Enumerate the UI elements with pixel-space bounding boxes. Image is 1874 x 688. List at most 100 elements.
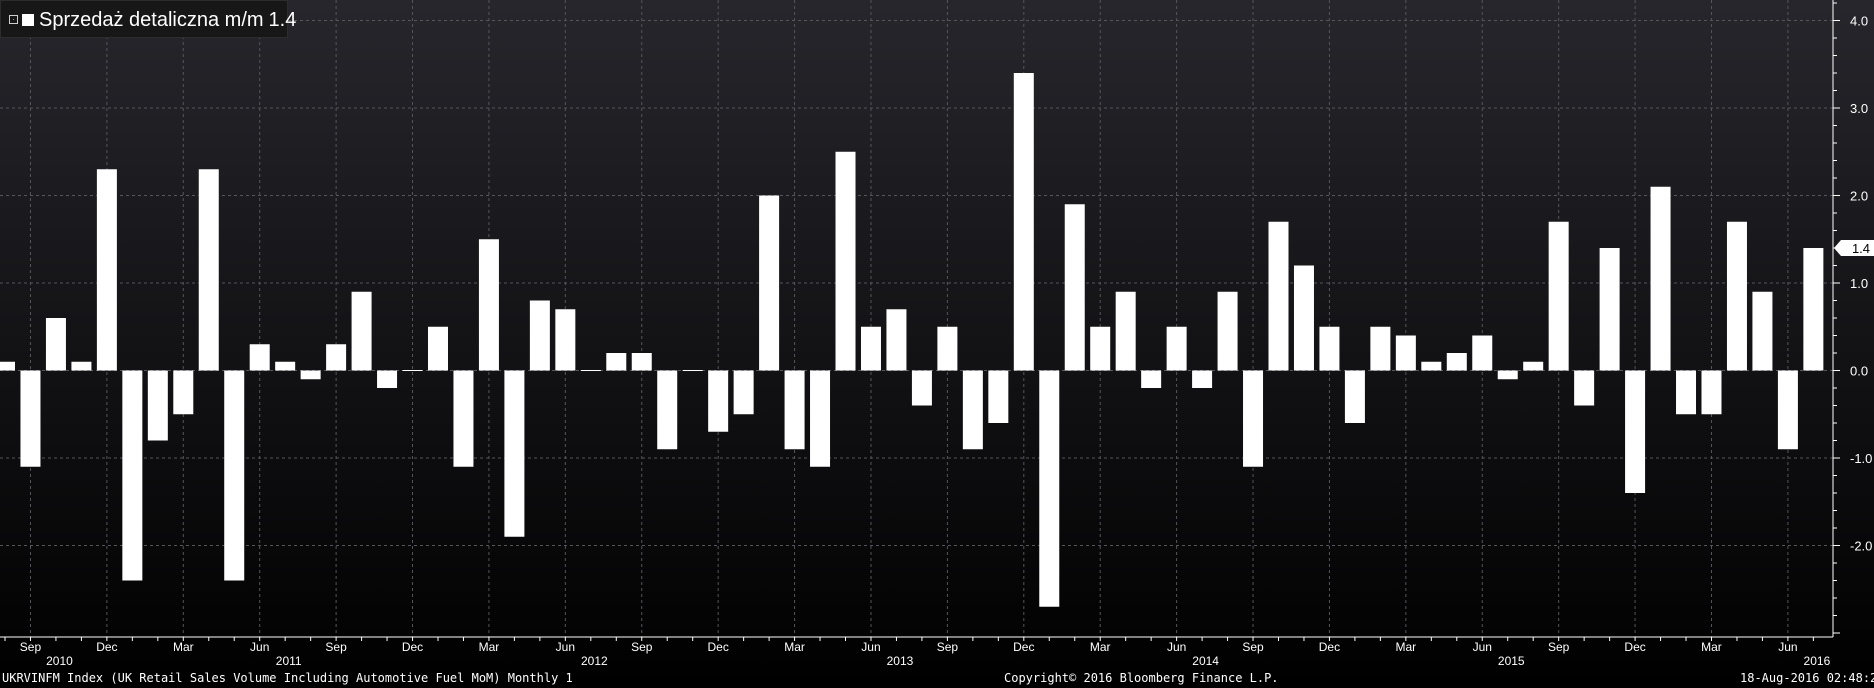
bar-jul-2011 <box>275 361 296 371</box>
bar-jul-2015 <box>1497 370 1518 380</box>
bar-jan-2011 <box>122 370 143 581</box>
x-month-tick-label: Mar <box>479 640 500 654</box>
bar-dec-2011 <box>402 370 423 371</box>
x-month-tick-label: Dec <box>1013 640 1034 654</box>
legend-swatch <box>22 14 34 26</box>
bar-mar-2011 <box>173 370 194 415</box>
bar-jan-2015 <box>1344 370 1365 423</box>
bar-jun-2014 <box>1166 326 1187 371</box>
bar-jul-2016 <box>1803 248 1824 371</box>
y-tick-label: 3.0 <box>1850 101 1868 116</box>
bar-aug-2013 <box>911 370 932 406</box>
footer-source-text: UKRVINFM Index (UK Retail Sales Volume I… <box>2 671 573 685</box>
x-month-tick-label: Dec <box>96 640 117 654</box>
bar-may-2012 <box>529 300 550 371</box>
bar-feb-2015 <box>1370 326 1391 371</box>
bar-oct-2014 <box>1268 221 1289 371</box>
y-tick-label: -2.0 <box>1850 539 1872 554</box>
x-month-tick-label: Dec <box>1624 640 1645 654</box>
bar-jul-2014 <box>1192 370 1213 388</box>
x-month-tick-label: Sep <box>325 640 347 654</box>
legend-current-value: 1.4 <box>268 9 297 31</box>
legend-series-label: Sprzedaż detaliczna m/m <box>39 9 264 31</box>
bar-apr-2015 <box>1421 361 1442 371</box>
x-month-tick-label: Dec <box>1319 640 1340 654</box>
x-year-tick-label: 2015 <box>1498 654 1525 668</box>
bar-jan-2014 <box>1039 370 1060 607</box>
bar-mar-2015 <box>1395 335 1416 371</box>
bar-jan-2012 <box>427 326 448 371</box>
bar-aug-2012 <box>606 353 627 371</box>
bar-oct-2010 <box>45 318 66 371</box>
bar-dec-2015 <box>1625 370 1646 493</box>
bar-aug-2015 <box>1523 361 1544 371</box>
x-year-tick-label: 2010 <box>46 654 73 668</box>
bar-nov-2010 <box>71 361 92 371</box>
bar-jan-2013 <box>733 370 754 415</box>
bar-feb-2012 <box>453 370 474 467</box>
bar-oct-2012 <box>657 370 678 450</box>
bar-nov-2013 <box>988 370 1009 423</box>
x-month-tick-label: Sep <box>937 640 959 654</box>
bar-apr-2012 <box>504 370 525 537</box>
x-month-tick-label: Sep <box>631 640 653 654</box>
bar-apr-2013 <box>810 370 831 467</box>
bar-feb-2014 <box>1064 204 1085 371</box>
bar-nov-2015 <box>1599 248 1620 371</box>
x-year-tick-label: 2016 <box>1804 654 1831 668</box>
bar-nov-2011 <box>377 370 398 388</box>
x-month-tick-label: Jun <box>556 640 575 654</box>
bar-apr-2011 <box>198 169 219 371</box>
x-month-tick-label: Mar <box>1701 640 1722 654</box>
bar-dec-2014 <box>1319 326 1340 371</box>
x-month-tick-label: Sep <box>1548 640 1570 654</box>
bar-nov-2012 <box>682 370 703 371</box>
bar-jan-2016 <box>1650 186 1671 371</box>
x-month-tick-label: Dec <box>402 640 423 654</box>
bar-sep-2014 <box>1243 370 1264 467</box>
bar-jul-2012 <box>580 370 601 371</box>
bar-may-2013 <box>835 151 856 371</box>
bar-feb-2011 <box>147 370 168 441</box>
bar-sep-2012 <box>631 353 652 371</box>
bar-oct-2015 <box>1574 370 1595 406</box>
bar-feb-2013 <box>759 195 780 371</box>
x-year-tick-label: 2012 <box>581 654 608 668</box>
bar-apr-2016 <box>1726 221 1747 371</box>
x-month-tick-label: Jun <box>1778 640 1797 654</box>
bar-mar-2012 <box>478 239 499 371</box>
x-year-tick-label: 2013 <box>887 654 914 668</box>
bar-aug-2011 <box>300 370 321 380</box>
last-value-badge <box>1834 240 1874 256</box>
bar-dec-2012 <box>708 370 729 432</box>
x-year-tick-label: 2014 <box>1192 654 1219 668</box>
y-tick-label: 4.0 <box>1850 14 1868 29</box>
x-month-tick-label: Mar <box>784 640 805 654</box>
bar-sep-2011 <box>326 344 347 371</box>
legend-toggle-icon[interactable]: · <box>9 15 18 24</box>
x-month-tick-label: Sep <box>1242 640 1264 654</box>
bar-nov-2014 <box>1293 265 1314 371</box>
bar-aug-2010 <box>0 361 15 371</box>
bar-mar-2013 <box>784 370 805 450</box>
x-month-tick-label: Mar <box>1396 640 1417 654</box>
bar-may-2014 <box>1141 370 1162 388</box>
chart-axes <box>0 0 1840 641</box>
bar-may-2016 <box>1752 291 1773 371</box>
footer-copyright: Copyright© 2016 Bloomberg Finance L.P. <box>1004 671 1279 685</box>
bar-jun-2013 <box>860 326 881 371</box>
bar-sep-2013 <box>937 326 958 371</box>
bar-dec-2010 <box>96 169 117 371</box>
bar-jul-2013 <box>886 309 907 371</box>
y-tick-label: 2.0 <box>1850 189 1868 204</box>
bar-aug-2014 <box>1217 291 1238 371</box>
bar-may-2015 <box>1446 353 1467 371</box>
bar-jun-2015 <box>1472 335 1493 371</box>
legend[interactable]: · Sprzedaż detaliczna m/m 1.4 <box>0 0 296 38</box>
bar-mar-2014 <box>1090 326 1111 371</box>
bar-feb-2016 <box>1676 370 1697 415</box>
x-month-tick-label: Mar <box>1090 640 1111 654</box>
bar-jun-2016 <box>1777 370 1798 450</box>
x-month-tick-label: Mar <box>173 640 194 654</box>
bar-oct-2011 <box>351 291 372 371</box>
